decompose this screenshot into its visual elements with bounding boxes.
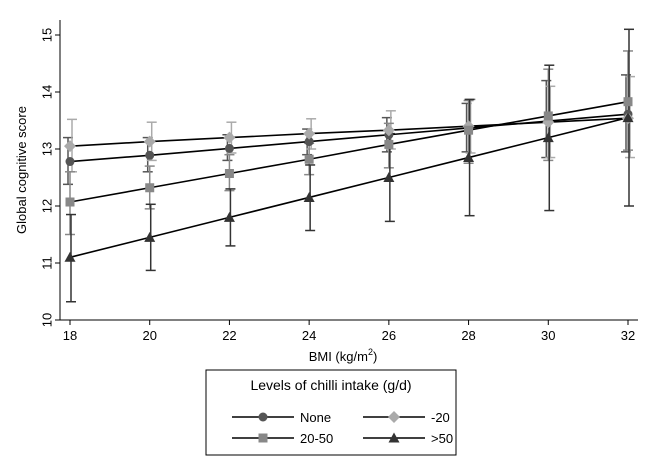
point-gt50 bbox=[383, 172, 395, 182]
series-line-20-50 bbox=[69, 100, 629, 203]
x-tick-label: 28 bbox=[461, 328, 475, 343]
x-axis-label-main: BMI (kg/m bbox=[309, 349, 368, 364]
legend-marker-gt50 bbox=[388, 432, 400, 443]
x-tick-label: 32 bbox=[621, 328, 635, 343]
legend-label-20: -20 bbox=[431, 410, 450, 425]
series-lines bbox=[69, 100, 629, 259]
series-markers bbox=[64, 97, 634, 262]
y-axis-label: Global cognitive score bbox=[14, 106, 29, 234]
point-none bbox=[145, 150, 155, 160]
point-gt50 bbox=[622, 112, 634, 123]
point-20-50 bbox=[65, 197, 75, 207]
y-tick-label: 11 bbox=[40, 256, 55, 270]
y-axis: 10 11 12 13 14 15 bbox=[40, 28, 60, 327]
point-gt50 bbox=[223, 211, 235, 222]
x-axis-label-superscript: 2 bbox=[368, 347, 373, 357]
legend-marker-20 bbox=[388, 411, 400, 423]
legend-box bbox=[205, 369, 457, 456]
point-20-50 bbox=[623, 97, 633, 107]
x-tick-label: 18 bbox=[63, 328, 77, 343]
x-tick-label: 22 bbox=[222, 328, 236, 343]
point-none bbox=[65, 157, 75, 167]
legend-title: Levels of chilli intake (g/d) bbox=[250, 377, 411, 393]
point-20 bbox=[143, 135, 156, 148]
y-tick-label: 14 bbox=[40, 85, 55, 99]
x-tick-label: 30 bbox=[541, 328, 555, 343]
point-gt50 bbox=[64, 251, 76, 262]
point-20-50 bbox=[304, 154, 314, 164]
point-20-50 bbox=[543, 111, 553, 121]
point-gt50 bbox=[463, 152, 475, 163]
y-tick-label: 12 bbox=[40, 199, 55, 213]
y-tick-label: 10 bbox=[40, 313, 55, 327]
error-bars bbox=[63, 28, 635, 303]
x-axis: 18 20 22 24 26 28 30 32 bbox=[63, 320, 635, 343]
series-line-20 bbox=[69, 117, 629, 147]
point-gt50 bbox=[144, 231, 156, 242]
x-axis-label: BMI (kg/m2) bbox=[309, 347, 378, 364]
point-gt50 bbox=[303, 191, 315, 202]
y-tick-label: 15 bbox=[40, 28, 55, 42]
point-20 bbox=[223, 131, 236, 144]
point-20 bbox=[382, 124, 395, 137]
series-line-gt50 bbox=[69, 116, 629, 259]
y-tick-label: 13 bbox=[40, 142, 55, 156]
point-20-50 bbox=[224, 169, 234, 179]
x-tick-label: 26 bbox=[382, 328, 396, 343]
legend: Levels of chilli intake (g/d) None -20 20-… bbox=[205, 369, 457, 456]
legend-label-20-50: 20-50 bbox=[300, 431, 333, 446]
x-tick-label: 24 bbox=[302, 328, 316, 343]
legend-marker-none bbox=[258, 412, 268, 422]
point-gt50 bbox=[542, 132, 554, 143]
x-tick-label: 20 bbox=[142, 328, 156, 343]
point-20 bbox=[303, 127, 316, 140]
x-axis-label-close: ) bbox=[373, 349, 377, 364]
point-20-50 bbox=[464, 125, 474, 135]
point-none bbox=[304, 137, 314, 147]
legend-label-gt50: >50 bbox=[431, 431, 453, 446]
point-20 bbox=[64, 140, 76, 153]
legend-label-none: None bbox=[300, 410, 331, 425]
point-20-50 bbox=[145, 183, 155, 193]
legend-marker-20-50 bbox=[258, 433, 268, 443]
point-20-50 bbox=[384, 139, 394, 149]
point-none bbox=[224, 143, 234, 153]
